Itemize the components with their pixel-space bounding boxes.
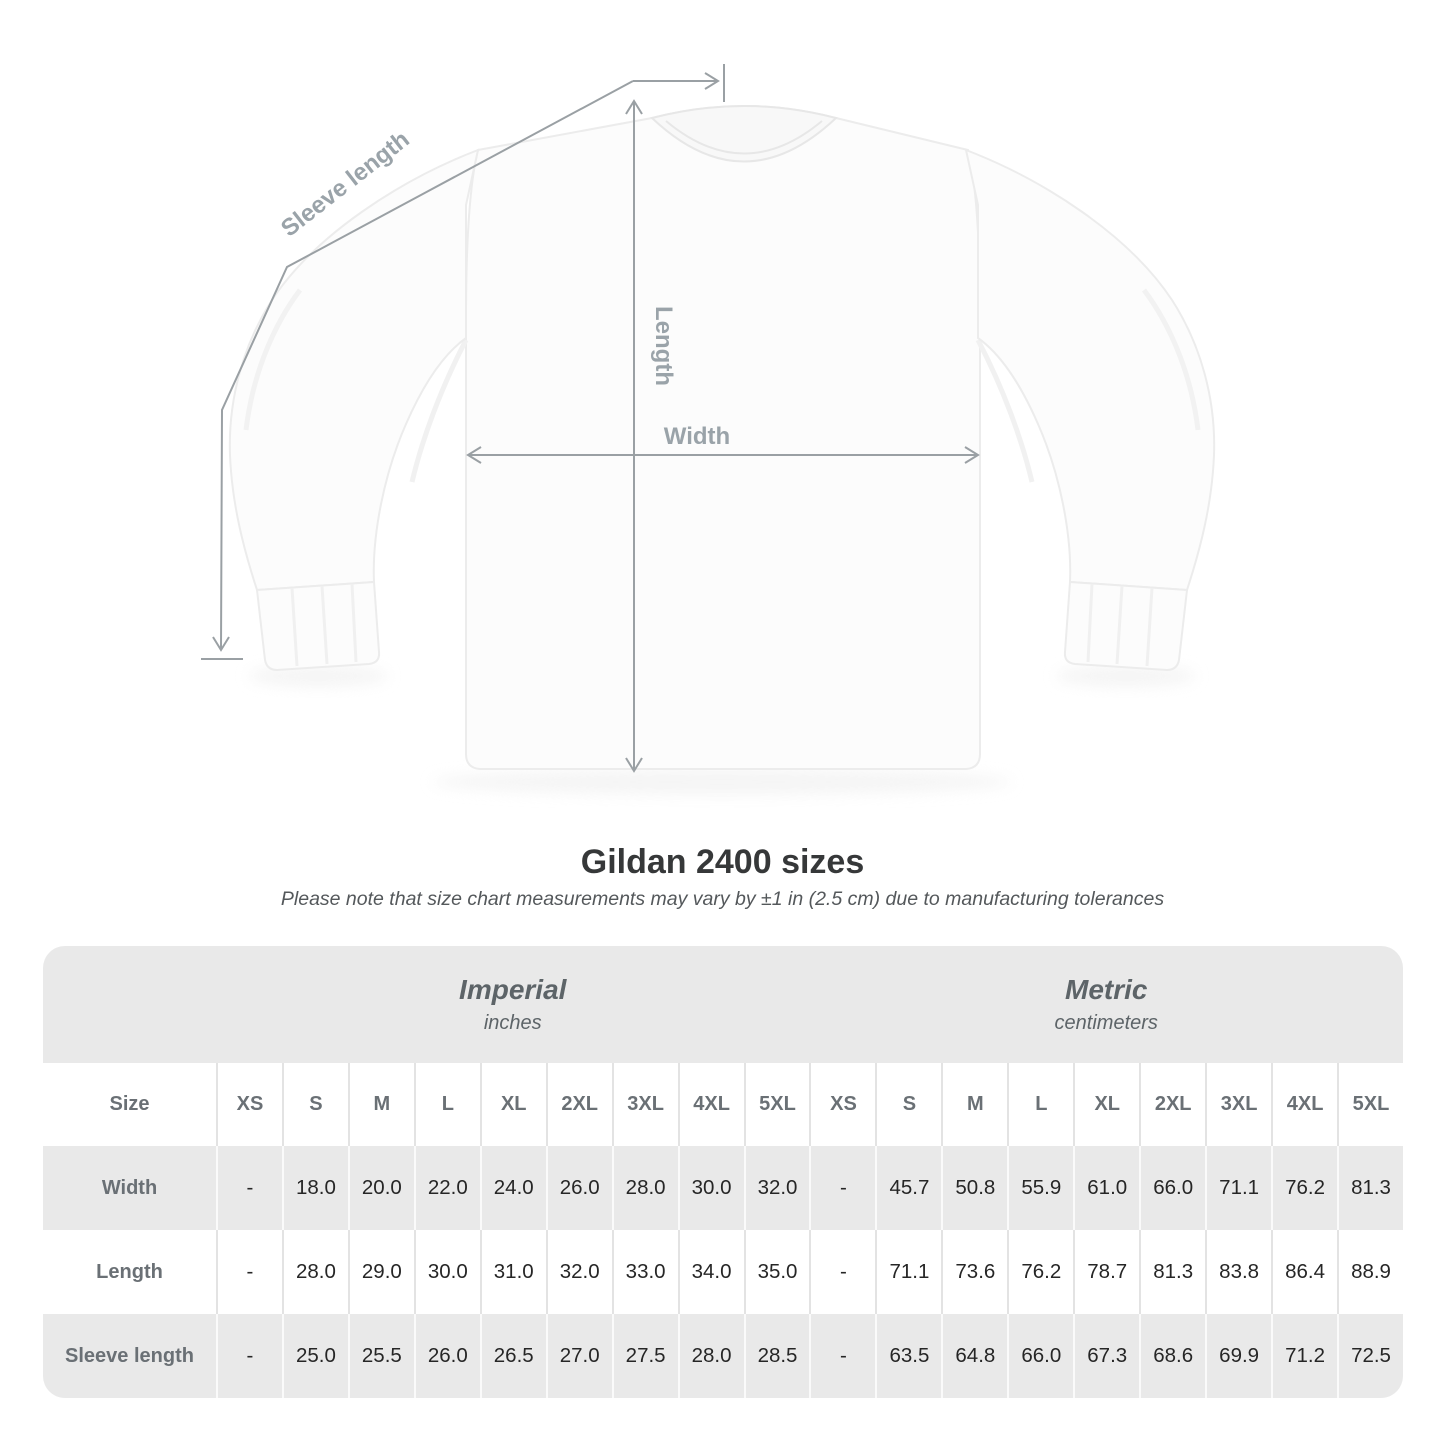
value-cell: 63.5 bbox=[875, 1314, 941, 1398]
value-cell: 88.9 bbox=[1337, 1230, 1403, 1314]
value-cell: 34.0 bbox=[677, 1230, 744, 1314]
unit-group-imperial: Imperial inches bbox=[216, 946, 809, 1063]
value-cell: - bbox=[809, 1314, 875, 1398]
size-col-header-imperial-3xl: 3XL bbox=[611, 1063, 678, 1146]
value-cell: 76.2 bbox=[1271, 1146, 1337, 1230]
value-cell: 28.5 bbox=[743, 1314, 810, 1398]
shirt-body bbox=[409, 105, 1035, 770]
value-cell: 28.0 bbox=[677, 1314, 744, 1398]
value-cell: 73.6 bbox=[941, 1230, 1008, 1314]
size-col-header-metric-l: L bbox=[1007, 1063, 1074, 1146]
size-col-header-metric-4xl: 4XL bbox=[1271, 1063, 1338, 1146]
unit-group-sublabel: inches bbox=[483, 1012, 542, 1034]
size-col-header-metric-xs: XS bbox=[809, 1063, 876, 1146]
value-cell: 78.7 bbox=[1073, 1230, 1140, 1314]
left-cuff bbox=[255, 580, 381, 672]
value-cell: - bbox=[809, 1146, 875, 1230]
value-cell: 35.0 bbox=[743, 1230, 810, 1314]
value-cell: 28.0 bbox=[611, 1146, 678, 1230]
size-col-header-metric-2xl: 2XL bbox=[1139, 1063, 1206, 1146]
value-cell: 27.0 bbox=[545, 1314, 612, 1398]
value-cell: 26.5 bbox=[479, 1314, 546, 1398]
table-corner bbox=[43, 946, 216, 1063]
page-title: Gildan 2400 sizes bbox=[580, 843, 865, 881]
value-cell: 67.3 bbox=[1073, 1314, 1139, 1398]
size-table-container: Imperial inches Metric centimeters Size XS S M L… bbox=[43, 946, 1403, 1398]
size-header-cell: Size bbox=[43, 1063, 216, 1146]
value-cell: 32.0 bbox=[545, 1230, 612, 1314]
row-label-width: Width bbox=[101, 1176, 158, 1199]
value-cell: 64.8 bbox=[941, 1314, 1007, 1398]
value-cell: 22.0 bbox=[413, 1146, 480, 1230]
size-col-header-imperial-4xl: 4XL bbox=[677, 1063, 744, 1146]
shirt-left-sleeve bbox=[228, 148, 480, 672]
size-col-header-imperial-l: L bbox=[413, 1063, 480, 1146]
value-cell: 29.0 bbox=[347, 1230, 414, 1314]
size-col-header-metric-xl: XL bbox=[1073, 1063, 1140, 1146]
size-col-header-metric-5xl: 5XL bbox=[1337, 1063, 1403, 1146]
measurement-lines bbox=[201, 64, 980, 773]
value-cell: 31.0 bbox=[479, 1230, 546, 1314]
value-cell: 66.0 bbox=[1139, 1146, 1205, 1230]
unit-group-metric: Metric centimeters bbox=[809, 946, 1403, 1063]
tolerance-note: Please note that size chart measurements… bbox=[280, 888, 1165, 910]
value-cell: 81.3 bbox=[1139, 1230, 1206, 1314]
unit-group-label: Imperial bbox=[459, 974, 567, 1005]
shirt-right-sleeve bbox=[964, 148, 1216, 672]
value-cell: 30.0 bbox=[413, 1230, 480, 1314]
value-cell: 68.6 bbox=[1139, 1314, 1205, 1398]
value-cell: 71.1 bbox=[875, 1230, 942, 1314]
shirt-diagram: Sleeve length Length Width bbox=[201, 64, 1216, 795]
value-cell: 71.1 bbox=[1205, 1146, 1271, 1230]
value-cell: 25.5 bbox=[347, 1314, 414, 1398]
size-col-header-metric-s: S bbox=[875, 1063, 942, 1146]
unit-group-sublabel: centimeters bbox=[1054, 1012, 1158, 1034]
value-cell: 25.0 bbox=[281, 1314, 348, 1398]
value-cell: 20.0 bbox=[347, 1146, 414, 1230]
value-cell: 50.8 bbox=[941, 1146, 1007, 1230]
width-label: Width bbox=[664, 423, 730, 450]
length-label: Length bbox=[650, 306, 677, 386]
value-cell: 27.5 bbox=[611, 1314, 678, 1398]
size-col-header-imperial-5xl: 5XL bbox=[743, 1063, 810, 1146]
size-col-header-metric-3xl: 3XL bbox=[1205, 1063, 1272, 1146]
size-col-header-metric-m: M bbox=[941, 1063, 1008, 1146]
value-cell: 30.0 bbox=[677, 1146, 744, 1230]
value-cell: 55.9 bbox=[1007, 1146, 1073, 1230]
value-cell: 28.0 bbox=[281, 1230, 348, 1314]
size-col-header-imperial-xl: XL bbox=[479, 1063, 546, 1146]
row-label-length: Length bbox=[43, 1230, 216, 1314]
size-col-header-imperial-m: M bbox=[347, 1063, 414, 1146]
size-col-header-imperial-2xl: 2XL bbox=[545, 1063, 612, 1146]
value-cell: - bbox=[216, 1146, 282, 1230]
value-cell: 83.8 bbox=[1205, 1230, 1272, 1314]
value-cell: 86.4 bbox=[1271, 1230, 1338, 1314]
value-cell: 45.7 bbox=[875, 1146, 941, 1230]
value-cell: 26.0 bbox=[413, 1314, 480, 1398]
value-cell: 33.0 bbox=[611, 1230, 678, 1314]
value-cell: - bbox=[809, 1230, 876, 1314]
value-cell: 71.2 bbox=[1271, 1314, 1337, 1398]
size-col-header-imperial-s: S bbox=[281, 1063, 348, 1146]
value-cell: 81.3 bbox=[1337, 1146, 1403, 1230]
value-cell: 32.0 bbox=[743, 1146, 810, 1230]
value-cell: - bbox=[216, 1314, 282, 1398]
value-cell: 69.9 bbox=[1205, 1314, 1271, 1398]
row-label-sleeve-length: Sleeve length bbox=[65, 1344, 194, 1367]
size-table: Imperial inches Metric centimeters Size XS S M L… bbox=[43, 946, 1403, 1398]
value-cell: - bbox=[216, 1230, 282, 1314]
size-col-header-imperial-xs: XS bbox=[216, 1063, 282, 1146]
value-cell: 61.0 bbox=[1073, 1146, 1139, 1230]
value-cell: 24.0 bbox=[479, 1146, 546, 1230]
collar bbox=[650, 105, 838, 163]
value-cell: 72.5 bbox=[1337, 1314, 1403, 1398]
value-cell: 26.0 bbox=[545, 1146, 612, 1230]
unit-group-label: Metric bbox=[1065, 974, 1148, 1005]
right-cuff bbox=[1063, 580, 1189, 672]
value-cell: 66.0 bbox=[1007, 1314, 1073, 1398]
value-cell: 18.0 bbox=[281, 1146, 348, 1230]
value-cell: 76.2 bbox=[1007, 1230, 1074, 1314]
